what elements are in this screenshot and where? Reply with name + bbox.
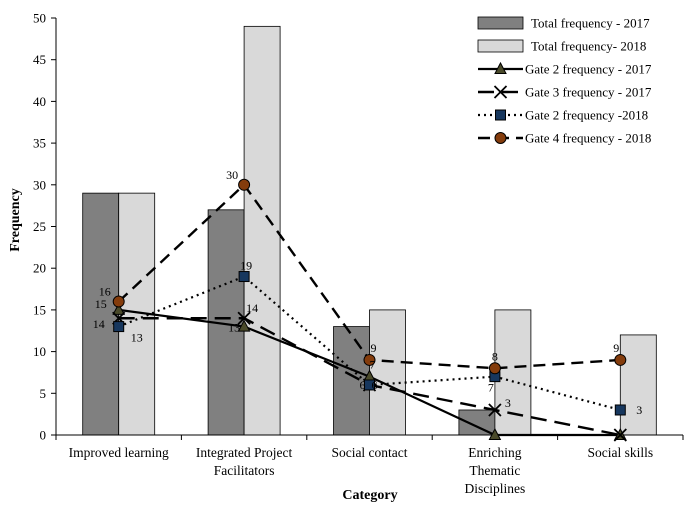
x-tick-label: Social skills xyxy=(587,445,653,460)
y-tick-label: 20 xyxy=(33,261,46,276)
data-label-0-1: 13 xyxy=(228,321,240,335)
legend-swatch-bar-0 xyxy=(477,16,524,30)
x-tick-label-line: Integrated Project xyxy=(196,445,293,460)
data-label-3-2: 9 xyxy=(371,341,377,355)
x-tick-label-line: Social skills xyxy=(587,445,653,460)
data-label-1-0: 14 xyxy=(93,317,105,331)
x-tick-label: Enriching Thematic Disciplines xyxy=(465,445,526,496)
bars-layer xyxy=(82,25,657,436)
x-tick-label-line: Enriching xyxy=(468,445,521,460)
x-tick-label-line: Social contact xyxy=(331,445,407,460)
series-3-point-0 xyxy=(112,295,125,308)
x-tick-label-line: Thematic xyxy=(469,463,520,478)
legend-marker-3 xyxy=(494,132,507,144)
data-label-1-2: 6 xyxy=(360,378,366,392)
x-tick-label-line: Disciplines xyxy=(465,481,526,496)
data-label-3-0: 16 xyxy=(99,285,111,299)
y-tick-label: 45 xyxy=(33,52,46,67)
data-label-2-3: 7 xyxy=(488,381,494,395)
bar-2017-0 xyxy=(82,192,120,436)
x-tick-label: Improved learning xyxy=(69,445,169,460)
series-3-point-4 xyxy=(614,353,627,366)
legend-swatch-bar-1 xyxy=(477,39,524,53)
y-tick-label: 15 xyxy=(33,302,46,317)
data-label-2-4: 3 xyxy=(636,403,642,417)
series-2-point-0 xyxy=(113,321,125,333)
series-1-point-4-stroke xyxy=(613,428,627,442)
x-tick-label-line: Improved learning xyxy=(69,445,169,460)
series-1-point-1-stroke xyxy=(237,311,251,325)
legend-marker-1-stroke xyxy=(493,85,508,99)
y-tick-label: 0 xyxy=(40,428,47,443)
legend-label: Gate 3 frequency - 2017 xyxy=(525,85,652,100)
data-label-2-2: 6 xyxy=(372,378,378,392)
y-tick-label: 30 xyxy=(33,177,46,192)
bar-2017-3 xyxy=(458,409,496,436)
legend-marker-0 xyxy=(494,61,507,74)
bar-2018-4 xyxy=(619,334,657,436)
x-axis-title: Category xyxy=(342,488,397,503)
y-tick-label: 50 xyxy=(33,11,46,26)
series-1-point-4 xyxy=(613,428,627,442)
series-3-point-1 xyxy=(238,178,251,191)
lines-layer xyxy=(112,178,627,442)
data-label-3-1: 30 xyxy=(226,168,238,182)
x-tick-label: Integrated Project Facilitators xyxy=(196,445,293,478)
series-2-point-1 xyxy=(238,271,250,283)
data-label-0-0: 15 xyxy=(95,297,107,311)
legend-marker-1 xyxy=(493,85,508,99)
x-tick-label-line: Facilitators xyxy=(214,463,275,478)
data-label-3-3: 8 xyxy=(492,349,498,363)
series-0-point-3 xyxy=(488,427,502,440)
legend-label: Gate 4 frequency - 2018 xyxy=(525,131,651,146)
legend-label: Total frequency - 2017 xyxy=(531,16,650,31)
data-label-2-0: 13 xyxy=(131,331,143,345)
bar-2017-2 xyxy=(333,326,370,436)
y-axis-title: Frequency xyxy=(8,188,23,252)
series-2-point-4 xyxy=(614,404,626,416)
data-label-3-4: 9 xyxy=(613,341,619,355)
series-1-point-1 xyxy=(237,311,251,325)
bar-2018-1 xyxy=(243,25,281,436)
legend-label: Gate 2 frequency - 2017 xyxy=(525,62,652,77)
series-1-point-3 xyxy=(488,403,502,417)
y-tick-label: 10 xyxy=(33,344,46,359)
data-label-2-1: 19 xyxy=(240,259,252,273)
series-0-point-1 xyxy=(237,319,251,332)
series-2-point-2 xyxy=(364,379,375,391)
x-tick-label: Social contact xyxy=(331,445,407,460)
data-label-1-1: 14 xyxy=(246,301,258,315)
legend-label: Gate 2 frequency -2018 xyxy=(525,108,648,123)
bar-2018-2 xyxy=(369,309,406,436)
data-label-0-2: 7 xyxy=(370,358,376,372)
series-3-point-2 xyxy=(363,353,376,366)
series-0-point-0 xyxy=(112,302,126,315)
legend-label: Total frequency- 2018 xyxy=(531,39,646,54)
y-tick-label: 5 xyxy=(40,386,47,401)
legend-marker-2 xyxy=(495,109,506,121)
y-tick-label: 25 xyxy=(33,219,46,234)
data-label-1-3: 3 xyxy=(505,396,511,410)
y-tick-label: 40 xyxy=(33,94,46,109)
y-tick-label: 35 xyxy=(33,136,46,151)
series-1-point-3-stroke xyxy=(488,403,502,417)
series-3-point-3 xyxy=(488,362,501,375)
legend: Total frequency - 2017 Total frequency- 2… xyxy=(477,16,652,146)
